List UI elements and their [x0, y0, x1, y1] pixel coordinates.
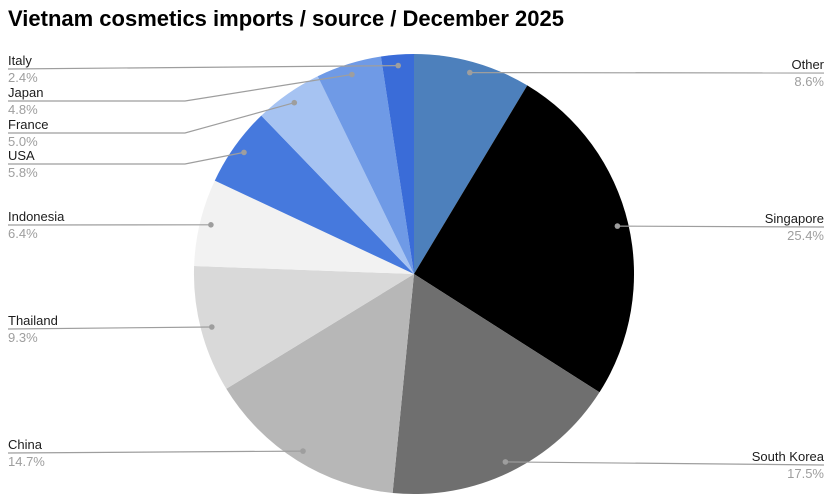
slice-percent: 5.0% — [8, 134, 38, 149]
pie-slice-thailand[interactable] — [193, 266, 414, 389]
leader-line-china — [7, 450, 304, 454]
leader-dot-france — [291, 99, 298, 106]
slice-label-indonesia: Indonesia 6.4% — [8, 209, 64, 242]
slice-percent: 4.8% — [8, 102, 38, 117]
leader-line-italy — [7, 65, 399, 70]
leader-dot-other — [467, 69, 473, 76]
slice-label-usa: USA 5.8% — [8, 148, 38, 181]
slice-label-france: France 5.0% — [8, 117, 48, 150]
leader-dot-usa — [241, 149, 247, 156]
slice-name: Other — [791, 57, 824, 72]
leader-dot-south-korea — [502, 459, 509, 465]
pie-slice-italy[interactable] — [380, 53, 414, 274]
leader-line-singapore — [617, 225, 825, 228]
slice-name: Indonesia — [8, 209, 65, 224]
slice-name: China — [8, 437, 42, 452]
leader-dot-italy — [395, 62, 402, 69]
slice-percent: 9.3% — [8, 330, 38, 345]
slice-label-china: China 14.7% — [8, 437, 45, 470]
pie-slice-france[interactable] — [261, 76, 414, 274]
slice-percent: 6.4% — [8, 226, 38, 241]
slice-name: Japan — [8, 85, 44, 100]
leader-line-thailand — [7, 326, 212, 330]
pie-slice-usa[interactable] — [214, 115, 414, 274]
slice-percent: 8.6% — [794, 74, 824, 89]
slice-percent: 14.7% — [8, 454, 45, 469]
slice-percent: 17.5% — [787, 466, 824, 481]
pie-slice-indonesia[interactable] — [194, 180, 414, 274]
slice-name: South Korea — [751, 449, 824, 464]
slice-label-japan: Japan 4.8% — [8, 85, 43, 118]
slice-label-italy: Italy 2.4% — [8, 53, 38, 86]
slice-name: Thailand — [8, 313, 58, 328]
slice-name: France — [8, 117, 49, 132]
slice-label-thailand: Thailand 9.3% — [8, 313, 58, 346]
leader-dot-china — [300, 448, 306, 454]
slice-percent: 2.4% — [8, 70, 38, 85]
slice-label-singapore: Singapore 25.4% — [765, 211, 824, 244]
slice-percent: 5.8% — [8, 165, 38, 180]
slice-name: Italy — [8, 53, 32, 68]
slice-name: USA — [8, 148, 35, 163]
pie-slice-china[interactable] — [226, 274, 414, 493]
slice-label-south-korea: South Korea 17.5% — [752, 449, 824, 482]
leader-line-france — [8, 102, 295, 134]
chart-title: Vietnam cosmetics imports / source / Dec… — [8, 6, 564, 31]
slice-percent: 25.4% — [787, 228, 824, 243]
leader-dot-japan — [349, 71, 355, 78]
pie-slice-singapore[interactable] — [414, 85, 635, 393]
pie-slice-other[interactable] — [414, 53, 528, 274]
leader-dot-indonesia — [208, 222, 214, 228]
pie-slice-japan[interactable] — [317, 56, 414, 275]
leader-dot-thailand — [209, 324, 215, 330]
slice-label-other: Other 8.6% — [791, 57, 824, 90]
pie-slice-south-korea[interactable] — [392, 274, 600, 495]
leader-line-south-korea — [505, 461, 825, 466]
slice-name: Singapore — [764, 211, 824, 226]
leader-line-japan — [8, 73, 352, 102]
leader-line-usa — [8, 151, 245, 165]
leader-dot-singapore — [614, 223, 621, 229]
